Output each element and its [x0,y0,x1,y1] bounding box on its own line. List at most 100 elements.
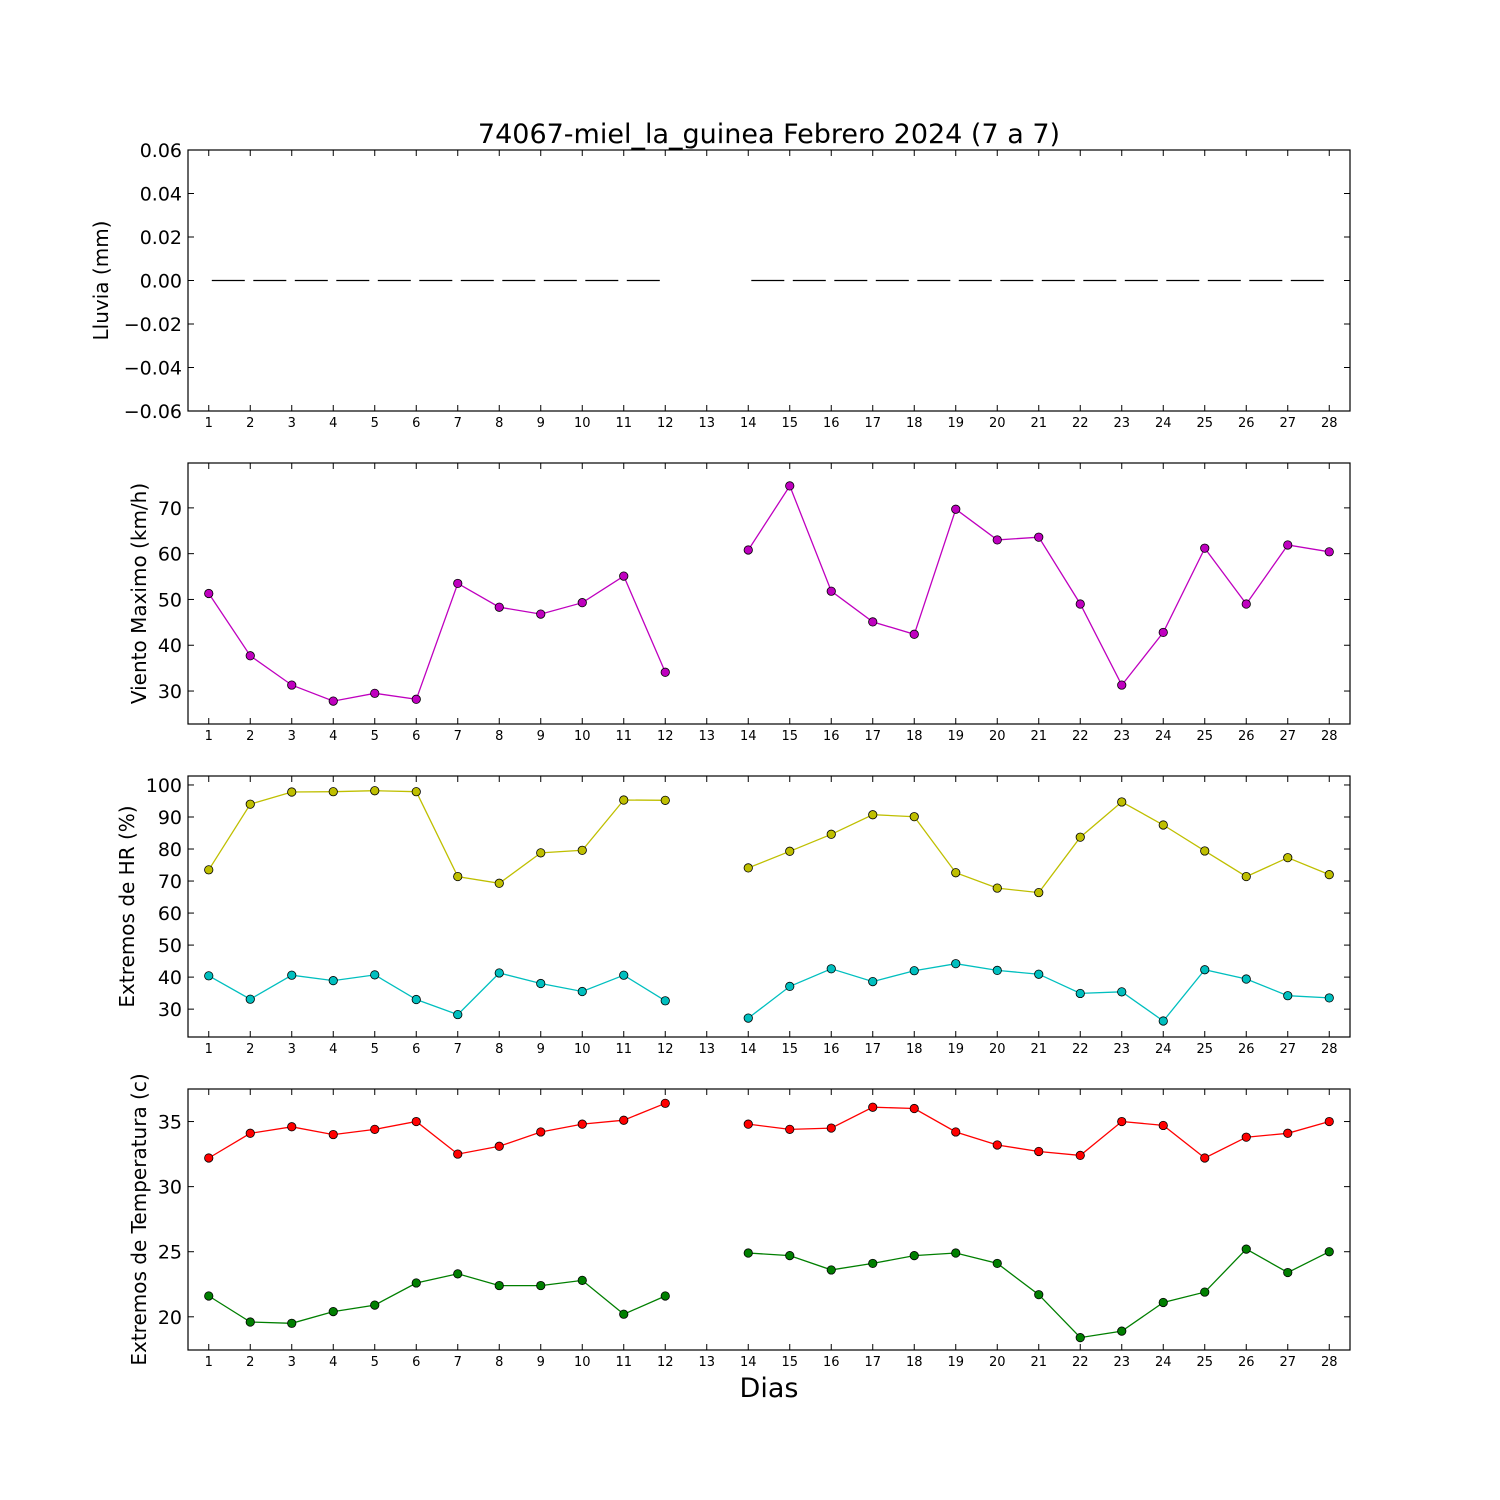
x-tick-label: 18 [906,416,923,431]
panel-frame [187,775,1351,1038]
y-tick-label: 30 [158,1177,182,1199]
x-tick-label: 19 [947,1355,964,1370]
data-point [328,1306,338,1317]
data-point [1283,540,1293,550]
data-point [1158,1297,1168,1308]
x-tick-label: 27 [1279,416,1296,431]
x-tick-label: 25 [1196,729,1213,744]
data-point [743,545,753,555]
x-tick-label: 11 [615,1355,632,1370]
x-tick-label: 6 [412,1355,420,1370]
x-tick-label: 14 [740,416,757,431]
data-point [660,795,670,805]
data-point [370,970,380,980]
series-line [208,1273,666,1324]
data-point [868,1258,878,1269]
x-tick-label: 12 [657,416,674,431]
data-point [951,959,961,969]
x-tick-label: 9 [537,1042,545,1057]
data-point [1200,965,1210,975]
x-tick-label: 22 [1072,1042,1089,1057]
data-point [577,986,587,997]
data-point [826,586,836,596]
x-tick-label: 21 [1030,1042,1047,1057]
x-tick-label: 24 [1155,729,1172,744]
x-tick-label: 4 [329,1042,337,1057]
data-point [743,1248,753,1258]
data-point [245,994,255,1004]
series-line [208,1102,666,1159]
data-point [660,996,670,1006]
x-tick-label: 2 [246,416,254,431]
x-tick-label: 21 [1030,729,1047,744]
x-tick-label: 5 [371,729,379,744]
x-axis-label: Dias [740,1373,799,1404]
x-tick-label: 24 [1155,1355,1172,1370]
data-point [494,878,504,888]
x-tick-label: 7 [454,416,462,431]
data-point [743,1013,753,1023]
data-point [826,1123,836,1133]
x-tick-label: 15 [781,1355,798,1370]
data-point [453,871,463,882]
data-point [287,680,297,690]
data-point [1241,1132,1251,1142]
x-tick-label: 2 [246,1042,254,1057]
x-tick-label: 28 [1321,416,1338,431]
data-point [536,848,546,858]
x-tick-label: 6 [412,416,420,431]
data-point [411,1116,421,1127]
data-point [1241,1244,1251,1254]
panel-1: 0.060.040.020.00−0.02−0.04−0.061 2 3 4 5 6 7 8 9… [89,140,1351,431]
data-point [1324,1116,1334,1127]
data-point [204,865,214,875]
data-point [245,651,255,661]
data-point [1034,532,1044,542]
data-point [785,1124,795,1134]
x-tick-label: 24 [1155,1042,1172,1057]
data-point [1283,1128,1293,1138]
y-tick-label: 30 [158,681,182,703]
x-tick-label: 8 [495,1042,503,1057]
x-tick-label: 3 [288,416,296,431]
data-point [1241,974,1251,984]
data-point [868,1102,878,1112]
data-point [204,1291,214,1301]
data-point [785,481,795,491]
data-point [204,1153,214,1163]
x-tick-label: 22 [1072,416,1089,431]
x-tick-label: 18 [906,729,923,744]
data-point [1200,846,1210,856]
data-point [909,1251,919,1261]
x-tick-label: 8 [495,416,503,431]
x-tick-label: 20 [989,1042,1006,1057]
data-point [1117,1326,1127,1336]
y-tick-label: 50 [158,935,182,957]
data-point [328,787,338,797]
x-tick-label: 23 [1113,1042,1130,1057]
x-tick-label: 17 [864,1042,881,1057]
y-axis-label: Extremos de HR (%) [115,805,139,1007]
data-point [1158,1120,1168,1131]
data-point [1283,853,1293,863]
x-tick-label: 7 [454,1355,462,1370]
data-point [619,795,629,805]
x-tick-label: 1 [205,729,213,744]
data-point [785,846,795,856]
data-point [1034,1146,1044,1157]
data-point [287,787,297,797]
y-tick-label: −0.02 [124,314,182,336]
data-point [951,1127,961,1137]
x-tick-label: 9 [537,729,545,744]
data-point [453,1269,463,1279]
x-tick-label: 2 [246,729,254,744]
data-point [494,602,504,612]
x-tick-label: 17 [864,729,881,744]
x-tick-label: 8 [495,1355,503,1370]
x-tick-label: 26 [1238,1355,1255,1370]
x-tick-label: 26 [1238,729,1255,744]
series-line [208,972,666,1016]
x-tick-label: 3 [288,729,296,744]
data-point [1117,680,1127,690]
